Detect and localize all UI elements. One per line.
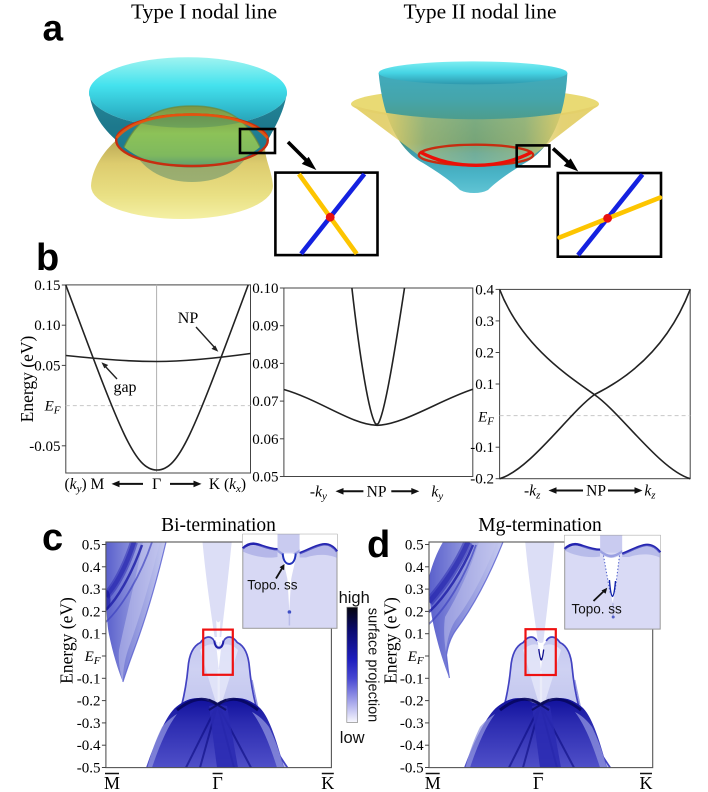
svg-text:0.09: 0.09: [252, 319, 278, 335]
svg-text:-0.1: -0.1: [470, 440, 494, 456]
svg-text:-0.3: -0.3: [77, 716, 101, 732]
svg-text:0.2: 0.2: [475, 346, 494, 362]
svg-text:0.05: 0.05: [252, 470, 278, 486]
svg-text:Γ: Γ: [212, 773, 222, 792]
svg-text:-0.2: -0.2: [470, 472, 494, 488]
svg-text:0.15: 0.15: [34, 278, 60, 294]
svg-text:0.06: 0.06: [252, 432, 279, 448]
svg-text:kz: kz: [644, 483, 656, 502]
svg-text:Topo. ss: Topo. ss: [572, 602, 623, 617]
svg-text:-0.2: -0.2: [77, 694, 101, 710]
svg-text:Γ: Γ: [533, 773, 543, 792]
svg-text:-0.5: -0.5: [77, 761, 101, 777]
svg-text:K: K: [321, 773, 334, 792]
svg-text:0.10: 0.10: [252, 281, 278, 297]
svg-text:-0.1: -0.1: [77, 671, 101, 687]
svg-text:Topo. ss: Topo. ss: [247, 578, 298, 593]
svg-text:ky: ky: [431, 483, 443, 502]
svg-text:NP: NP: [367, 483, 387, 500]
svg-text:-0.3: -0.3: [400, 716, 424, 732]
svg-text:-0.05: -0.05: [29, 439, 60, 455]
svg-text:Energy (eV): Energy (eV): [17, 336, 37, 423]
svg-text:a: a: [43, 7, 64, 48]
svg-text:0.3: 0.3: [475, 314, 494, 330]
svg-text:Mg-termination: Mg-termination: [478, 515, 602, 536]
svg-text:0.1: 0.1: [82, 627, 101, 643]
svg-text:0.1: 0.1: [475, 377, 494, 393]
svg-text:Γ: Γ: [152, 476, 161, 493]
svg-text:0.2: 0.2: [405, 604, 424, 620]
svg-text:K (kx): K (kx): [209, 476, 246, 495]
svg-text:Energy (eV): Energy (eV): [57, 597, 77, 684]
svg-text:0.2: 0.2: [82, 604, 101, 620]
svg-text:0.07: 0.07: [252, 394, 279, 410]
svg-text:0.5: 0.5: [82, 538, 101, 554]
svg-text:M: M: [104, 773, 120, 792]
svg-text:Bi-termination: Bi-termination: [161, 515, 276, 536]
svg-text:gap: gap: [113, 379, 136, 396]
svg-text:0.1: 0.1: [405, 627, 424, 643]
svg-text:NP: NP: [586, 483, 606, 500]
svg-text:0.05: 0.05: [34, 358, 60, 374]
svg-text:M: M: [425, 773, 441, 792]
svg-text:-0.4: -0.4: [77, 738, 101, 754]
svg-text:0.3: 0.3: [82, 582, 101, 598]
svg-text:d: d: [367, 524, 390, 566]
svg-text:surface projection: surface projection: [365, 608, 381, 722]
svg-text:K: K: [640, 773, 653, 792]
svg-text:b: b: [36, 237, 59, 279]
svg-text:Energy (eV): Energy (eV): [381, 597, 401, 684]
svg-text:0.4: 0.4: [475, 282, 494, 298]
svg-text:0.4: 0.4: [82, 560, 101, 576]
svg-text:c: c: [42, 517, 63, 559]
svg-text:0.3: 0.3: [405, 582, 424, 598]
svg-text:-0.2: -0.2: [400, 694, 424, 710]
svg-text:Type II nodal line: Type II nodal line: [403, 0, 556, 24]
svg-text:-0.4: -0.4: [400, 738, 424, 754]
svg-text:low: low: [340, 729, 365, 747]
svg-text:high: high: [339, 589, 370, 607]
svg-text:NP: NP: [178, 310, 199, 327]
svg-text:Type I nodal line: Type I nodal line: [131, 0, 277, 24]
svg-text:0.08: 0.08: [252, 356, 278, 372]
svg-text:(ky) M: (ky) M: [65, 476, 105, 495]
svg-text:0.4: 0.4: [405, 560, 424, 576]
svg-text:-0.1: -0.1: [400, 671, 424, 687]
svg-text:0.5: 0.5: [405, 538, 424, 554]
svg-text:-0.5: -0.5: [400, 761, 424, 777]
svg-text:0.10: 0.10: [34, 318, 60, 334]
